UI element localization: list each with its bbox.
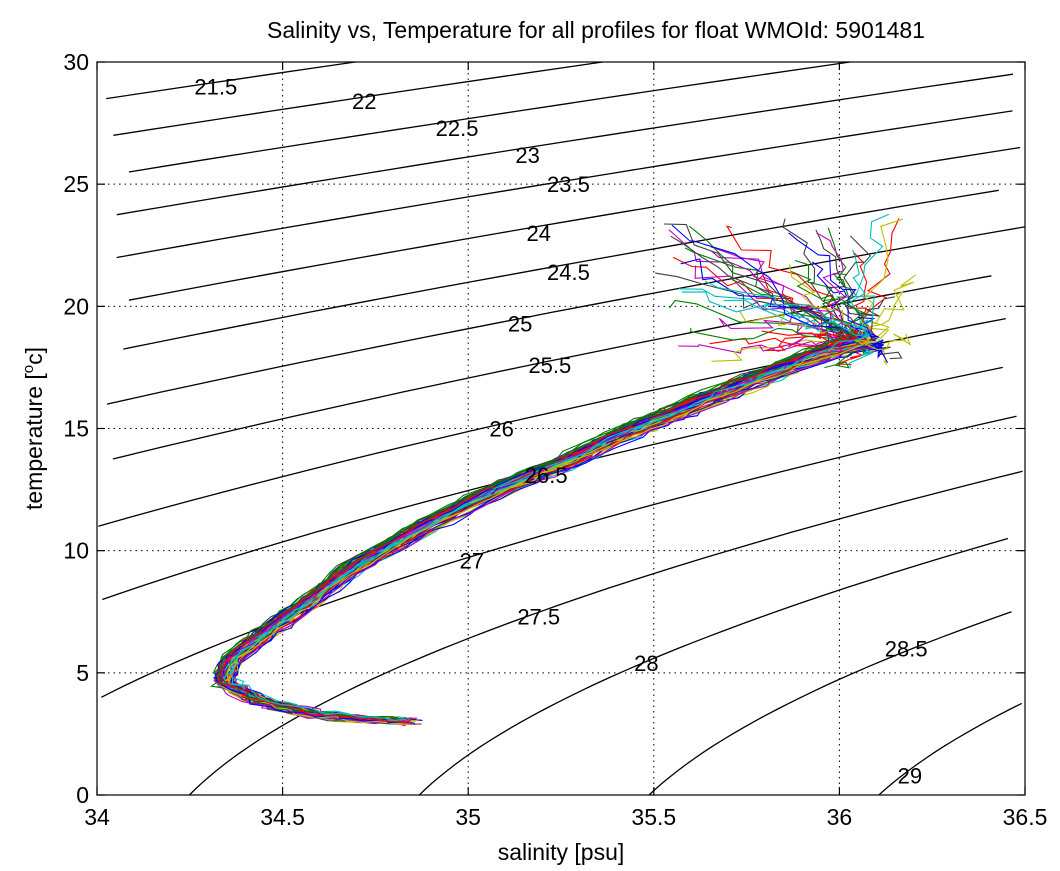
y-tick-label: 30	[63, 49, 89, 75]
x-tick-label: 35.5	[631, 804, 676, 830]
profile-line	[222, 337, 865, 723]
density-contour	[418, 537, 1009, 796]
density-contour-label: 24	[526, 221, 550, 246]
axis-ticks: 34 34.5 35 35.5 36 36.5 0 5 10 15 20 25 30	[63, 49, 1047, 830]
density-contour	[106, 61, 356, 100]
density-contour-label: 23.5	[547, 172, 590, 197]
density-contour-label: 22	[352, 89, 376, 114]
density-contour-label: 25	[508, 311, 532, 336]
y-axis-label-superscript: o	[20, 365, 37, 373]
profile-line	[217, 330, 859, 723]
density-contour-label: 28	[634, 651, 658, 676]
density-contour-label: 23	[515, 143, 539, 168]
profile-line	[216, 274, 858, 723]
density-contour-label: 26	[489, 417, 513, 442]
density-contour-label: 21.5	[194, 74, 237, 99]
x-tick-label: 36.5	[1003, 804, 1048, 830]
density-contour	[101, 415, 1017, 698]
x-axis-label: salinity [psu]	[498, 839, 625, 865]
density-contour	[878, 702, 1022, 796]
density-contour-label: 26.5	[525, 463, 568, 488]
profile-line	[225, 318, 884, 725]
profile-line	[231, 336, 868, 724]
density-contour	[123, 189, 999, 350]
density-contour	[116, 73, 1014, 216]
density-contour-label: 24.5	[547, 260, 590, 285]
density-contour-label: 25.5	[528, 353, 571, 378]
profile-line	[220, 330, 859, 720]
density-contour-label: 29	[898, 763, 922, 788]
profile-line	[222, 340, 856, 727]
profile-line	[230, 280, 870, 722]
profile-line	[222, 223, 870, 725]
profile-line	[218, 256, 856, 721]
profile-line	[222, 332, 856, 722]
density-contour-labels: 21.5 22 22.5 23 23.5 24 24.5 25 25.5 26 26.5 27 27.5…	[194, 74, 927, 788]
density-contour-label: 22.5	[436, 116, 479, 141]
profile-line	[229, 261, 868, 721]
y-tick-label: 15	[63, 416, 89, 442]
density-contour	[113, 61, 603, 136]
profile-line	[229, 317, 885, 724]
chart-title: Salinity vs, Temperature for all profile…	[267, 17, 925, 43]
x-tick-label: 34.5	[260, 804, 305, 830]
x-tick-label: 36	[827, 804, 853, 830]
profile-line	[220, 332, 866, 722]
y-tick-label: 10	[63, 538, 89, 564]
density-contour	[128, 61, 851, 173]
profile-line	[213, 265, 856, 725]
density-contour	[188, 470, 1023, 796]
y-tick-label: 0	[76, 782, 89, 808]
density-contour-label: 27.5	[517, 605, 560, 630]
y-axis-label-main: temperature [	[21, 373, 47, 510]
density-contour-label: 27	[460, 548, 484, 573]
density-contour	[648, 611, 1012, 796]
density-contour	[128, 146, 1021, 301]
profile-line	[222, 340, 903, 723]
profile-line	[225, 333, 868, 724]
profile-line	[221, 343, 874, 724]
profile-line	[222, 333, 912, 725]
profile-line	[225, 335, 888, 722]
x-tick-label: 34	[84, 804, 110, 830]
profile-lines	[209, 213, 916, 727]
density-contour	[116, 110, 1013, 259]
profile-line	[218, 336, 852, 722]
y-tick-label: 20	[63, 293, 89, 319]
y-axis-label-tail: c]	[21, 347, 47, 365]
y-tick-label: 5	[76, 660, 89, 686]
x-tick-label: 35	[455, 804, 481, 830]
density-contours	[98, 61, 1025, 796]
density-contour-label: 28.5	[885, 636, 928, 661]
y-axis-label: temperature [oc]	[20, 347, 47, 510]
y-tick-label: 25	[63, 171, 89, 197]
